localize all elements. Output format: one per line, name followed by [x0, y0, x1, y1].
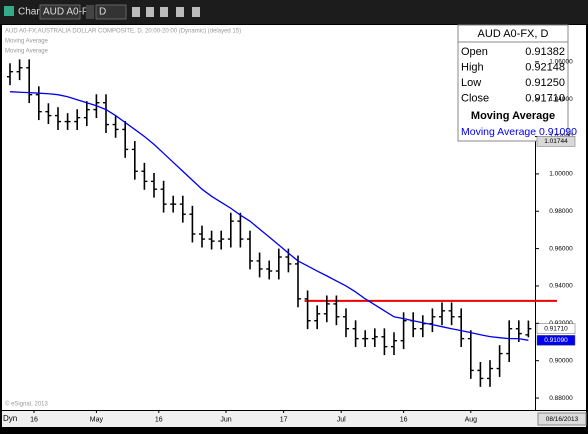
info-label: Close: [461, 92, 489, 104]
moving-average-line: [9, 91, 529, 341]
info-study: Moving Average 0.91090: [461, 126, 577, 138]
y-tick-label: 0.94000: [549, 283, 573, 290]
toolbar-icons: [132, 7, 200, 17]
tool-icon[interactable]: [192, 7, 200, 17]
legend-line: Moving Average: [5, 49, 49, 55]
y-tick-label: 0.98000: [549, 208, 573, 215]
x-tick-label: Jul: [337, 416, 346, 423]
copyright: © eSignal, 2013: [5, 401, 48, 408]
axis-marker-label: 0.91710: [544, 325, 568, 332]
info-label: Open: [461, 46, 488, 58]
y-tick-label: 0.90000: [549, 357, 573, 364]
x-tick-label: Jun: [220, 416, 231, 423]
x-tick-label: May: [90, 416, 104, 423]
chart-icon: [4, 6, 14, 16]
y-tick-label: 1.06000: [549, 59, 573, 66]
info-label: High: [461, 61, 484, 73]
info-value: 0.91382: [525, 46, 565, 58]
info-box-frame: [457, 24, 569, 142]
axis-marker-label: 1.01744: [544, 138, 568, 145]
window-label: Chart: [18, 7, 43, 18]
x-tick-label: 17: [280, 416, 288, 423]
x-tick-label: 16: [30, 416, 38, 423]
end-date: 08/16/2013: [546, 416, 579, 423]
tool-icon[interactable]: [160, 7, 168, 17]
info-value: 0.91710: [525, 92, 565, 104]
axis-marker: [536, 323, 576, 334]
info-value: 0.92148: [525, 61, 565, 73]
interval[interactable]: D: [99, 7, 106, 18]
axis-marker-label: 0.91090: [544, 337, 568, 344]
info-value: 0.91250: [525, 77, 565, 89]
axis-marker: [536, 335, 576, 346]
symbol[interactable]: AUD A0-FX: [43, 7, 95, 18]
y-tick-label: 0.88000: [549, 395, 573, 402]
info-section: Moving Average: [471, 110, 555, 122]
tool-icon[interactable]: [132, 7, 140, 17]
tool-icon[interactable]: [176, 7, 184, 17]
x-axis-area: [2, 411, 586, 427]
y-tick-label: 1.04000: [549, 96, 573, 103]
x-tick-label: 16: [400, 416, 408, 423]
info-box: AUD A0-FX, D: [457, 24, 569, 142]
subtitle: AUD A0-FX,AUSTRALIA DOLLAR COMPOSITE, D,…: [5, 29, 241, 35]
corner-label: Dyn: [3, 414, 17, 423]
axis-marker: [536, 136, 576, 147]
y-tick-label: 1.00000: [549, 171, 573, 178]
lock-button[interactable]: [86, 5, 94, 19]
y-tick-label: 0.96000: [549, 245, 573, 252]
legend-line: Moving Average: [5, 39, 49, 45]
end-date-box: [537, 412, 587, 426]
interval-box[interactable]: [95, 4, 127, 20]
info-label: Low: [461, 77, 481, 89]
x-tick-label: 16: [155, 416, 163, 423]
tool-icon[interactable]: [146, 7, 154, 17]
info-title: AUD A0-FX, D: [478, 28, 549, 40]
plot-area: [2, 25, 535, 410]
symbol-box[interactable]: [39, 4, 81, 20]
x-tick-label: Aug: [465, 416, 478, 423]
